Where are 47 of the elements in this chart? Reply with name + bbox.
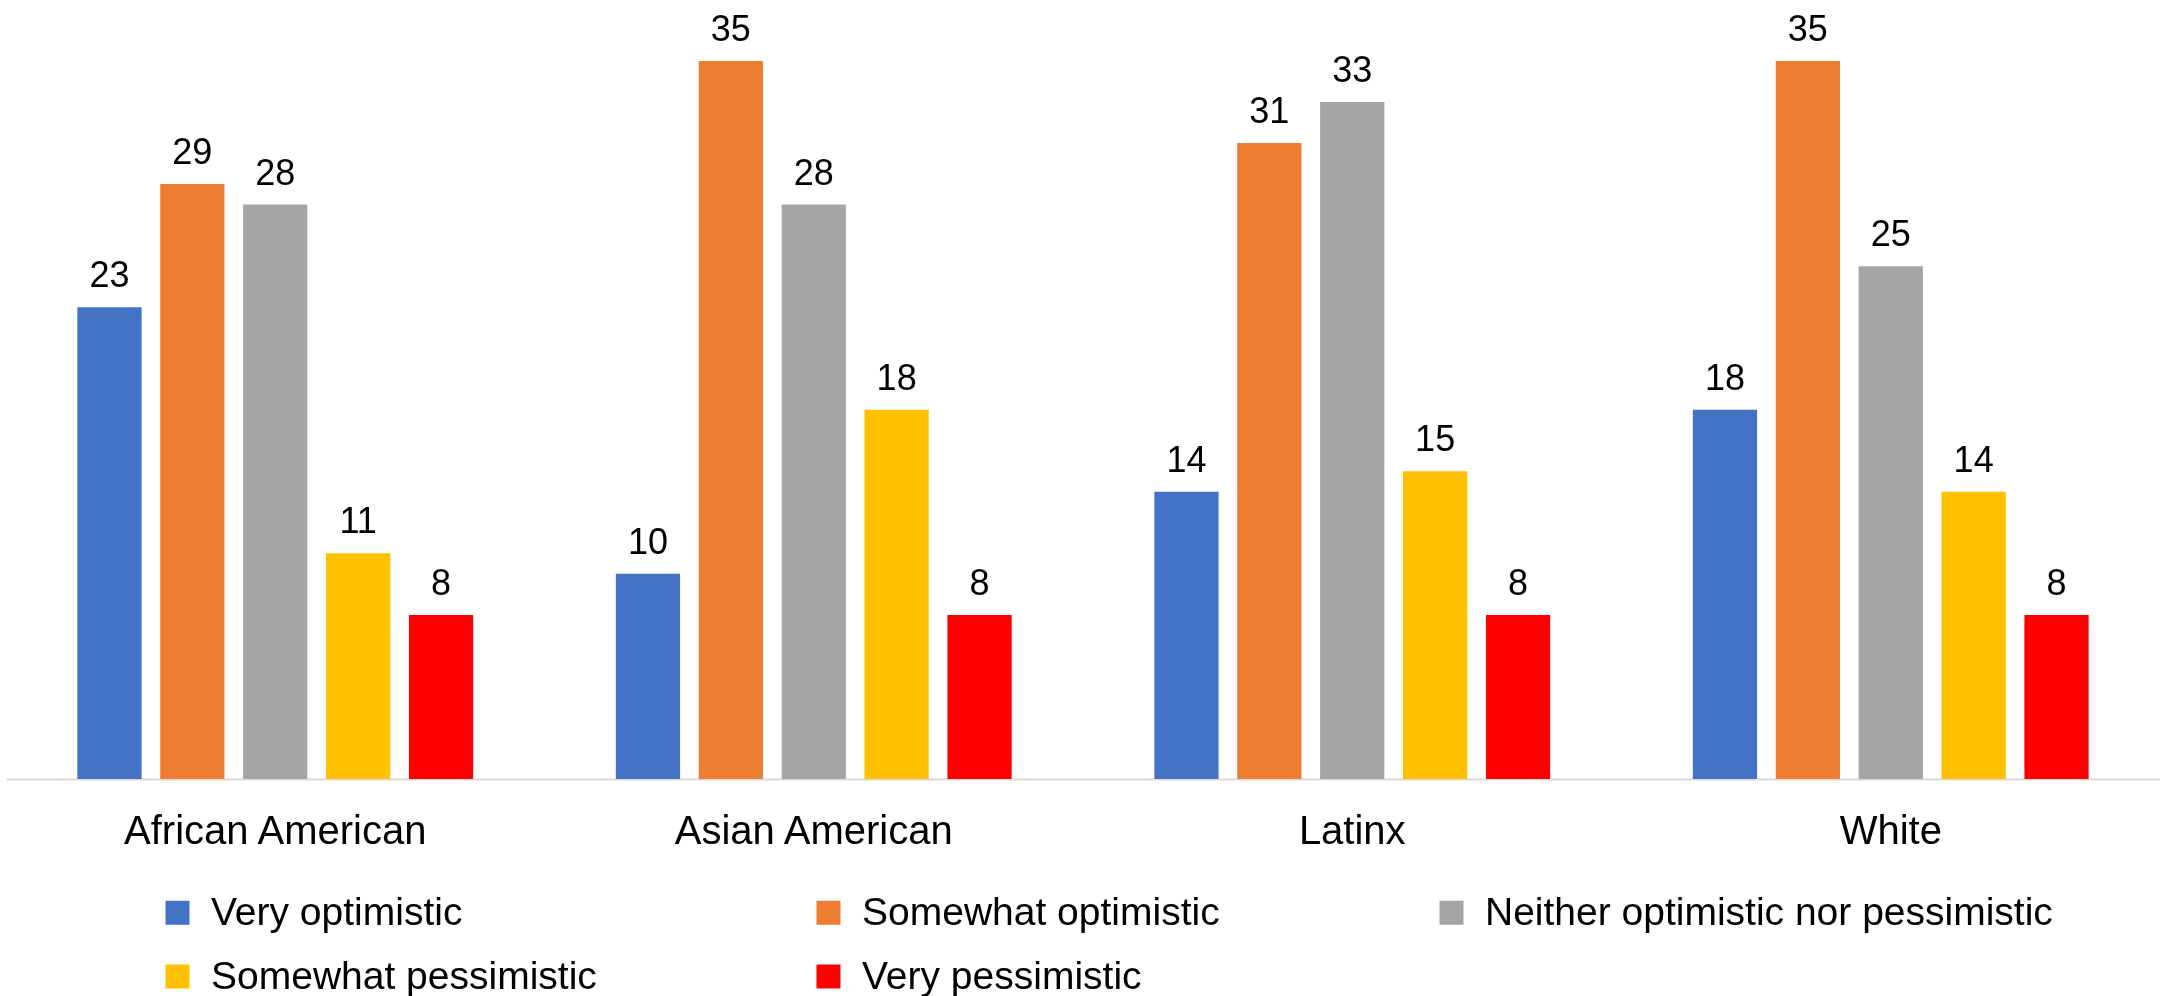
data-label: 14 [1953,438,1994,480]
bar [77,307,142,779]
data-label: 33 [1332,49,1373,91]
bar [615,573,681,779]
bar [160,184,225,779]
data-label: 31 [1249,90,1290,132]
x-tick-label: Asian American [674,807,953,852]
data-label: 15 [1415,418,1456,460]
data-label: 10 [627,520,668,562]
bar [1320,102,1385,779]
data-label: 14 [1166,438,1207,480]
data-label: 18 [876,356,917,398]
data-label: 28 [793,151,834,193]
data-label: 35 [1787,8,1828,49]
bar [947,614,1012,779]
legend-label: Somewhat optimistic [862,889,1220,933]
bar [326,553,391,779]
legend-label: Neither optimistic nor pessimistic [1485,889,2053,933]
x-tick-label: Latinx [1298,807,1406,852]
bar [864,409,929,779]
data-label: 35 [710,8,751,49]
data-label: 23 [89,254,130,296]
data-label: 8 [1508,561,1529,603]
bar [243,204,308,779]
data-label: 11 [339,500,377,542]
x-tick-label: White [1839,807,1942,852]
data-label: 25 [1870,213,1911,255]
data-label: 29 [172,131,213,173]
bar [1692,409,1758,779]
bar [1941,491,2006,779]
bar [1775,61,1840,779]
bar [1237,143,1302,779]
bar [1485,614,1551,779]
data-label: 18 [1704,356,1745,398]
bar [1154,491,1219,779]
bar [2024,614,2089,779]
data-label: 8 [2046,561,2067,603]
bar [408,614,474,779]
bar [1858,266,1923,779]
data-label: 8 [969,561,990,603]
bar [1403,471,1468,779]
data-label: 8 [431,561,452,603]
data-label: 28 [255,151,296,193]
bar [698,61,763,779]
x-tick-label: African American [124,807,427,852]
legend-label: Very optimistic [211,889,463,933]
bar [781,204,846,779]
